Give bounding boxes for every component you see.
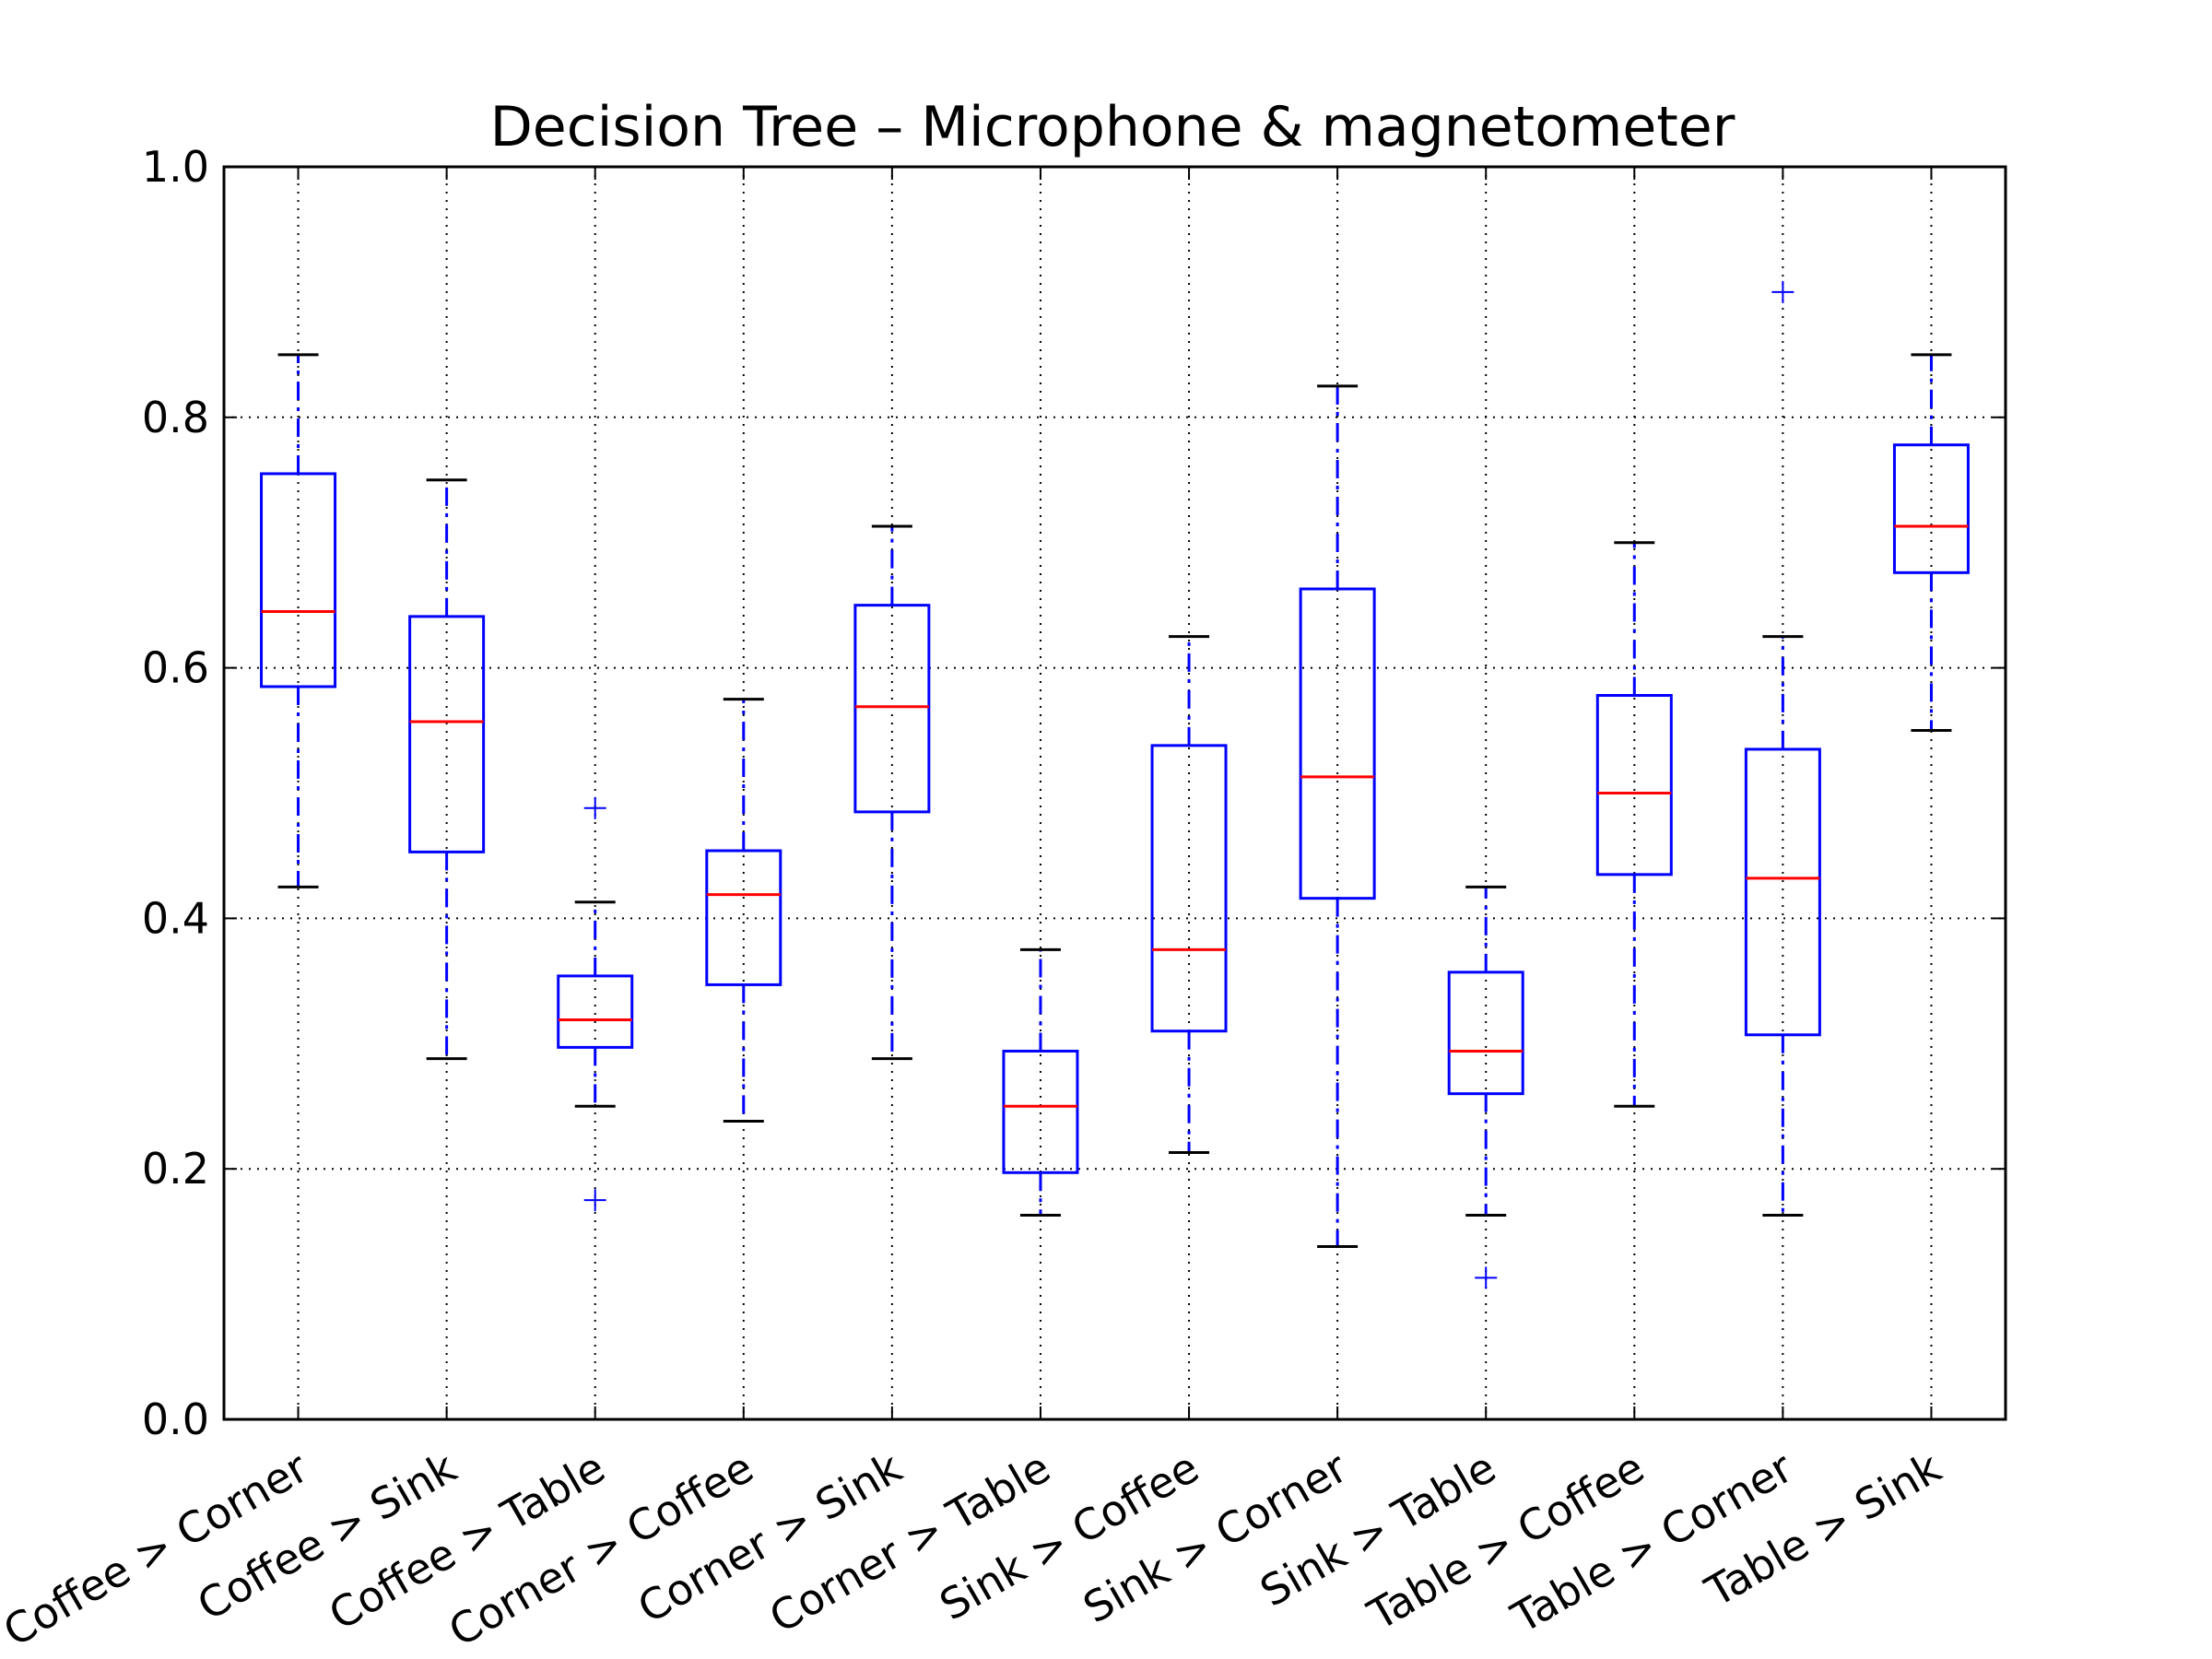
iqr-box	[1150, 744, 1228, 1033]
box-group	[1002, 947, 1079, 1217]
outlier-marker	[1475, 1266, 1498, 1289]
box-series	[260, 280, 1970, 1289]
y-tick-label: 0.6	[142, 643, 209, 693]
x-tick-label: Sink > Coffee	[932, 1442, 1207, 1630]
box-group	[408, 478, 486, 1061]
y-tick-label: 1.0	[142, 142, 209, 192]
box-group	[1150, 635, 1228, 1155]
box-group	[1595, 541, 1673, 1108]
y-tick-label: 0.0	[142, 1394, 209, 1444]
iqr-box	[853, 604, 931, 814]
iqr-box	[1447, 971, 1524, 1096]
iqr-box	[1892, 443, 1970, 574]
iqr-box	[260, 472, 337, 688]
plot-area-frame	[222, 165, 2007, 1421]
grid-lines	[224, 167, 2006, 1419]
y-tick-label: 0.8	[142, 393, 209, 442]
outlier-marker	[583, 796, 606, 819]
iqr-box	[1595, 693, 1673, 877]
iqr-box	[408, 615, 486, 853]
chart-title: Decision Tree – Microphone & magnetomete…	[490, 95, 1735, 159]
box-group	[705, 698, 782, 1124]
box-group	[1447, 885, 1524, 1289]
y-tick-label: 0.4	[142, 893, 209, 943]
outlier-marker	[1771, 280, 1794, 303]
y-tick-label: 0.2	[142, 1144, 209, 1194]
y-axis: 0.0 0.2 0.4 0.6 0.8 1.0	[142, 142, 2006, 1444]
box-group	[1744, 280, 1821, 1217]
iqr-box	[1299, 587, 1376, 900]
iqr-box	[705, 849, 782, 986]
iqr-box	[1002, 1049, 1079, 1174]
box-group	[1892, 353, 1970, 733]
outlier-marker	[583, 1189, 606, 1212]
iqr-box	[1744, 747, 1821, 1037]
box-group	[1299, 384, 1376, 1248]
box-group	[853, 524, 931, 1061]
box-group	[260, 353, 337, 888]
iqr-box	[557, 974, 634, 1049]
box-group	[557, 796, 634, 1212]
